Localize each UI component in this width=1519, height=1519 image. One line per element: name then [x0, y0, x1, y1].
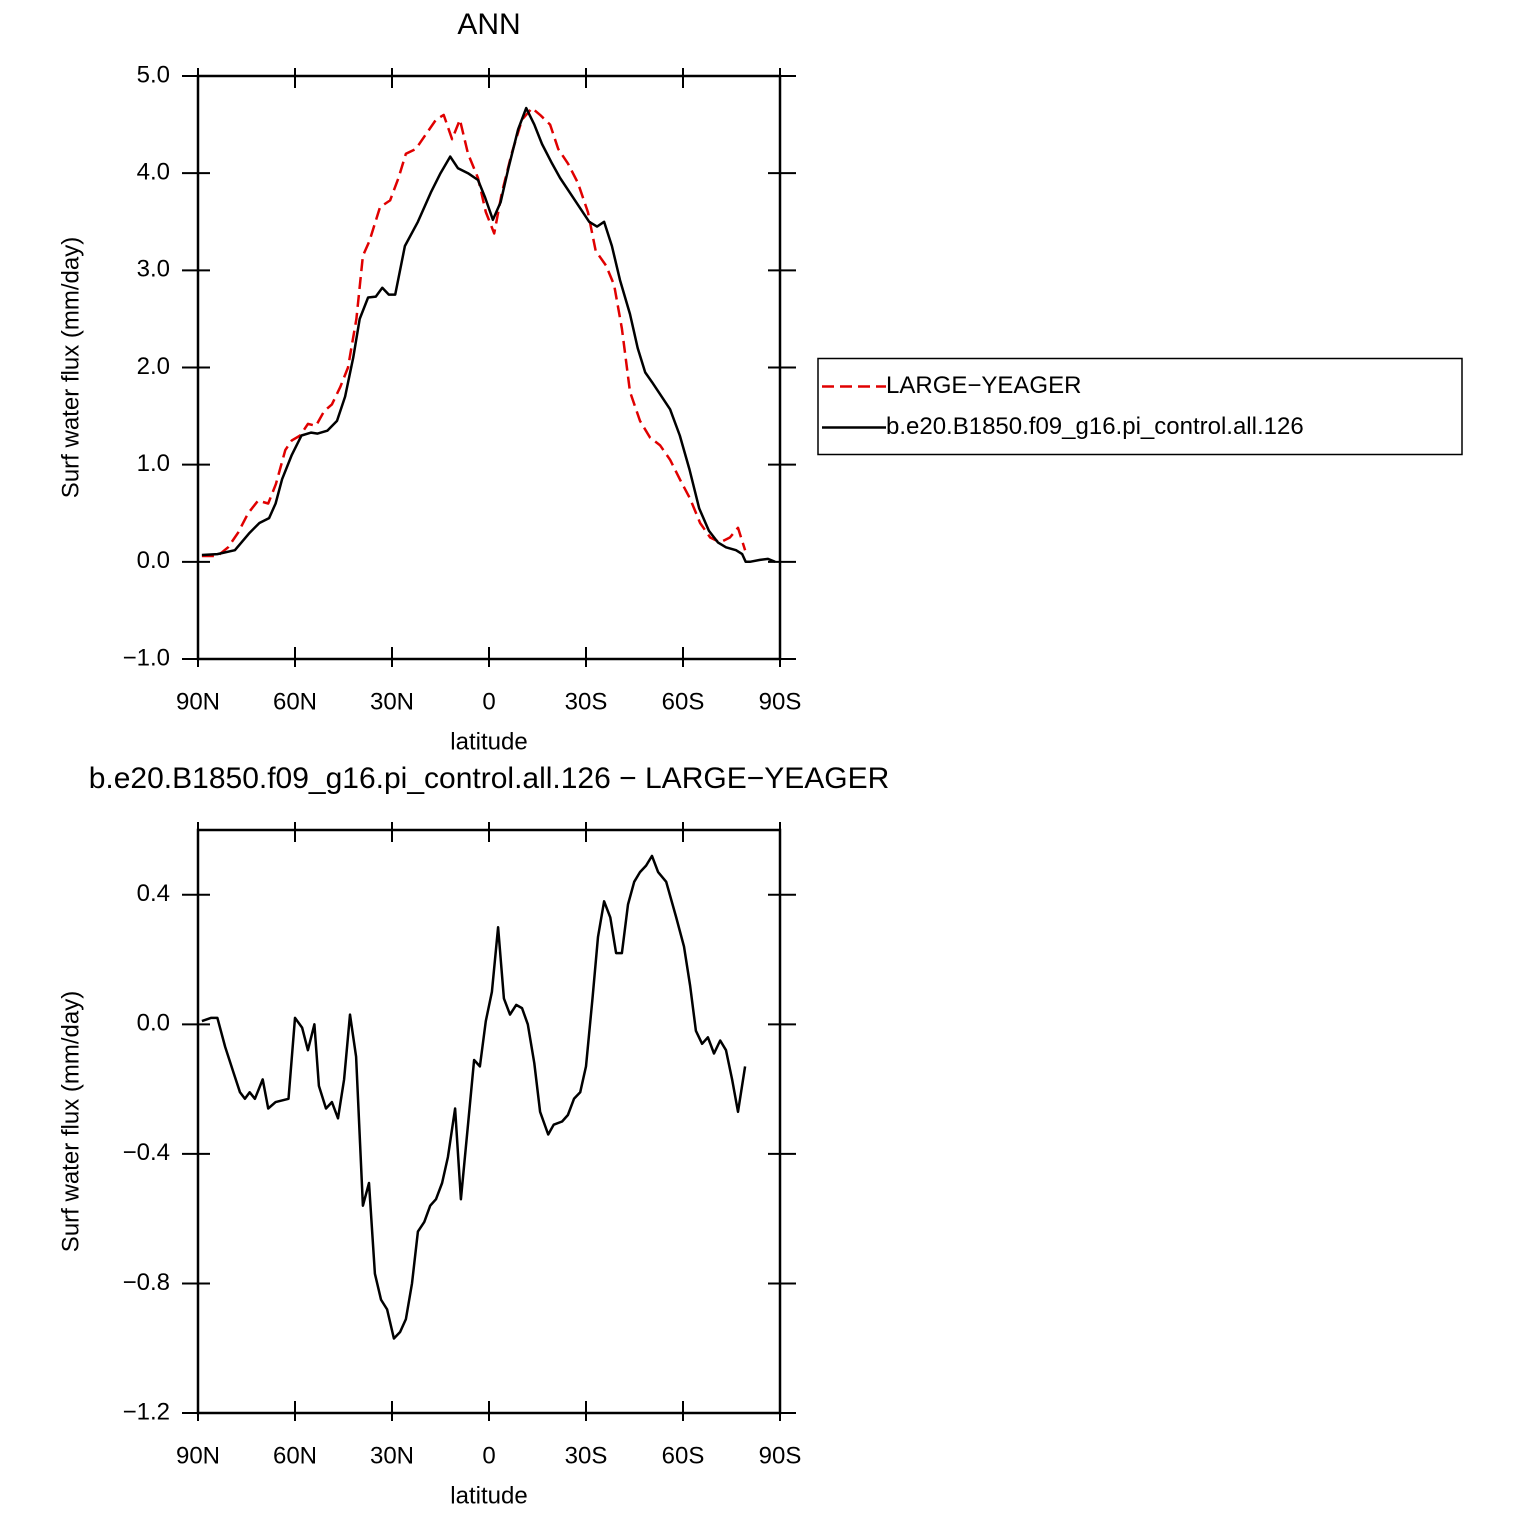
legend-box: [817, 357, 1463, 456]
y-tick-label: 4.0: [137, 159, 170, 186]
legend-label: LARGE−YEAGER: [886, 372, 1081, 399]
y-axis-label: Surf water flux (mm/day): [57, 237, 84, 498]
y-tick-label: 3.0: [137, 256, 170, 283]
legend-label: b.e20.B1850.f09_g16.pi_control.all.126: [886, 413, 1304, 440]
x-tick-label: 30N: [370, 688, 414, 715]
y-tick-label: 5.0: [137, 61, 170, 88]
x-axis-label: latitude: [450, 728, 527, 755]
x-tick-label: 90S: [759, 688, 802, 715]
y-axis-label: Surf water flux (mm/day): [57, 991, 84, 1252]
y-tick-label: 0.0: [137, 547, 170, 574]
chart-title: ANN: [457, 8, 520, 41]
x-axis-label: latitude: [450, 1482, 527, 1509]
data-line: [201, 106, 776, 564]
x-tick-label: 30S: [565, 1442, 608, 1469]
x-tick-label: 60N: [273, 688, 317, 715]
plot-frame: [196, 74, 782, 661]
x-tick-label: 60S: [662, 688, 705, 715]
y-tick-label: 0.0: [137, 1010, 170, 1037]
x-tick-label: 60N: [273, 1442, 317, 1469]
x-tick-label: 0: [482, 1442, 495, 1469]
chart-title: b.e20.B1850.f09_g16.pi_control.all.126 −…: [89, 762, 890, 795]
y-tick-label: 2.0: [137, 353, 170, 380]
x-tick-label: 30N: [370, 1442, 414, 1469]
data-line: [201, 854, 747, 1340]
y-tick-label: −0.4: [123, 1139, 170, 1166]
plot-frame: [196, 828, 782, 1415]
y-tick-label: −1.0: [123, 644, 170, 671]
x-tick-label: 0: [482, 688, 495, 715]
y-tick-label: 1.0: [137, 450, 170, 477]
x-tick-label: 90S: [759, 1442, 802, 1469]
x-tick-label: 90N: [176, 1442, 220, 1469]
y-tick-label: −0.8: [123, 1269, 170, 1296]
y-tick-label: −1.2: [123, 1398, 170, 1425]
x-tick-label: 30S: [565, 688, 608, 715]
x-tick-label: 90N: [176, 688, 220, 715]
x-tick-label: 60S: [662, 1442, 705, 1469]
y-tick-label: 0.4: [137, 880, 170, 907]
data-line: [201, 106, 747, 558]
